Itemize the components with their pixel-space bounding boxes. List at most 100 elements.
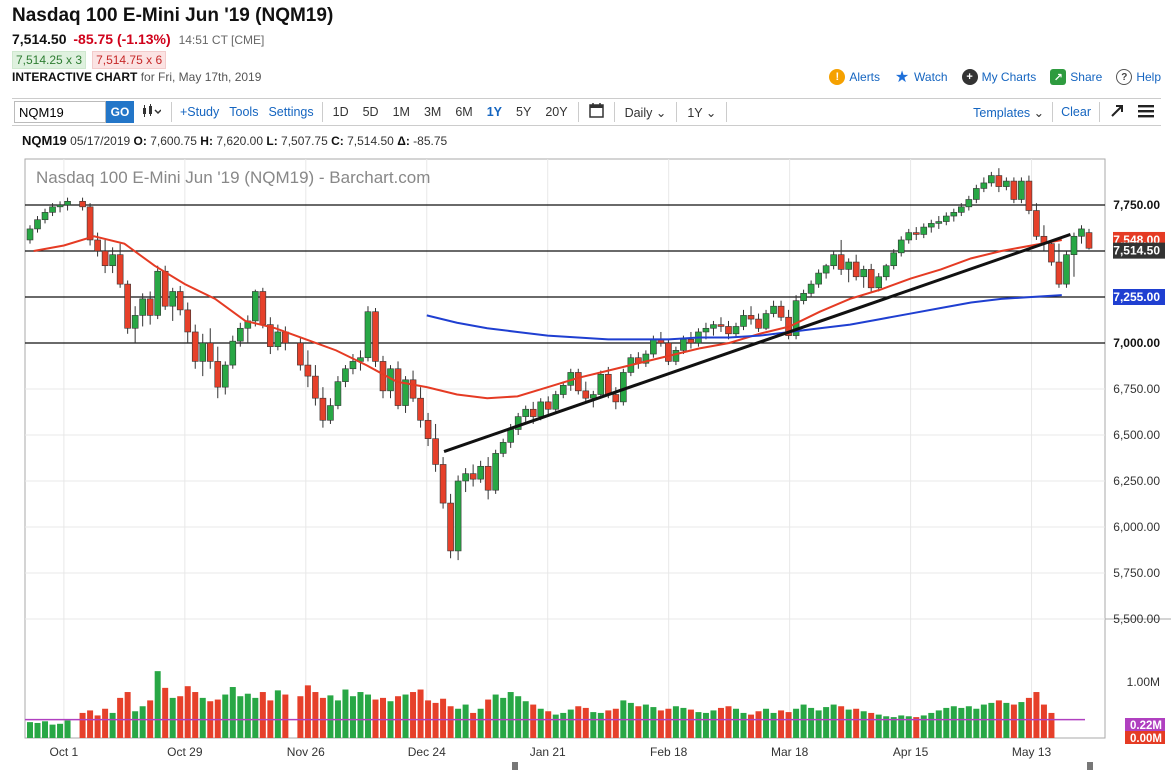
ma200-line [426, 294, 1062, 341]
watch-link[interactable]: ★ Watch [894, 69, 948, 86]
candle [499, 442, 507, 454]
volume-bar [162, 687, 169, 738]
volume-bar [635, 706, 642, 738]
volume-bar [687, 709, 694, 738]
hamburger-icon [1138, 104, 1154, 117]
ohlc-symbol: NQM19 [22, 133, 67, 148]
x-tick-label: Oct 29 [167, 745, 203, 759]
candle [424, 419, 432, 439]
volume-bar [79, 712, 86, 738]
volume-bar [372, 699, 379, 738]
candle [417, 397, 424, 421]
volume-bar [440, 698, 447, 738]
candle [920, 226, 928, 235]
templates-label: Templates [973, 105, 1031, 120]
ohlc-c-label: C: [331, 134, 344, 148]
share-link[interactable]: ↗ Share [1050, 69, 1102, 85]
period-select[interactable]: 1Y ⌄ [680, 105, 723, 120]
volume-bar [184, 686, 191, 738]
bid-quote: 7,514.25 x 3 [12, 51, 87, 69]
y-tick-label: 5,750.00 [1113, 566, 1160, 580]
y-tick-label: 7,000.00 [1113, 336, 1160, 350]
candle [34, 219, 41, 230]
range-6m[interactable]: 6M [455, 105, 473, 119]
candle [206, 342, 214, 362]
volume-bar [552, 714, 559, 738]
candle [64, 201, 71, 206]
chart-toolbar: GO +Study Tools Settings 1D 5D 1M 3M 6M … [12, 98, 1161, 126]
candle [942, 215, 950, 222]
y-tick-label: 7,750.00 [1113, 198, 1160, 212]
x-tick-label: Feb 18 [650, 745, 688, 759]
candle [762, 313, 770, 329]
study-button[interactable]: +Study [180, 105, 220, 119]
symbol-input[interactable] [14, 101, 106, 123]
volume-bar [515, 696, 522, 738]
candle [432, 438, 439, 465]
last-price: 7,514.50 [12, 31, 67, 47]
volume-bar [432, 702, 439, 738]
clear-button[interactable]: Clear [1061, 105, 1091, 119]
volume-bar [680, 707, 687, 738]
range-3m[interactable]: 3M [423, 105, 442, 119]
range-5y[interactable]: 5Y [516, 105, 532, 119]
candle [297, 342, 304, 366]
candle [897, 239, 905, 254]
volume-bar [657, 710, 664, 738]
volume-bar [973, 708, 980, 738]
candle [642, 353, 650, 364]
candle [710, 324, 717, 329]
candle [477, 465, 484, 480]
range-5d[interactable]: 5D [362, 105, 379, 119]
volume-bar [282, 694, 289, 738]
candle [124, 283, 131, 329]
candle [973, 188, 980, 200]
volume-bar [958, 707, 965, 738]
help-link[interactable]: ? Help [1116, 69, 1161, 85]
menu-button[interactable] [1131, 104, 1161, 121]
y-tick-label: 6,250.00 [1113, 474, 1160, 488]
candle [199, 342, 207, 362]
expand-button[interactable] [1103, 104, 1131, 121]
price-chart[interactable]: Nasdaq 100 E-Mini Jun '19 (NQM19) - Barc… [0, 150, 1171, 770]
volume-bar [530, 704, 537, 738]
volume-bar [27, 722, 33, 738]
divider [676, 102, 678, 122]
calendar-button[interactable] [582, 103, 611, 121]
price-change: -85.75 (-1.13%) [73, 31, 171, 47]
tools-button[interactable]: Tools [229, 105, 259, 119]
go-button[interactable]: GO [106, 101, 134, 123]
range-20y[interactable]: 20Y [545, 105, 568, 119]
volume-bar [357, 692, 364, 738]
range-1m[interactable]: 1M [392, 105, 410, 119]
candle [867, 269, 875, 289]
volume-bar [49, 724, 56, 738]
volume-bar [883, 716, 890, 738]
volume-bar [748, 714, 755, 738]
x-tick-label: Apr 15 [893, 745, 929, 759]
candle [927, 223, 935, 228]
volume-bar [537, 708, 544, 738]
candle [139, 298, 146, 316]
templates-button[interactable]: Templates ⌄ [968, 105, 1049, 120]
candle [574, 372, 582, 392]
volume-bar [567, 709, 574, 738]
volume-bar [139, 706, 146, 738]
alerts-link[interactable]: ! Alerts [829, 69, 880, 85]
settings-button[interactable]: Settings [268, 105, 314, 119]
volume-bar [1010, 704, 1017, 738]
chart-type-button[interactable] [134, 103, 168, 121]
alert-icon: ! [829, 69, 846, 85]
interactive-label: INTERACTIVE CHART [12, 70, 138, 84]
candle [1003, 180, 1010, 187]
range-1d[interactable]: 1D [332, 105, 349, 119]
page-title: Nasdaq 100 E-Mini Jun '19 (NQM19) [12, 5, 334, 26]
interval-select[interactable]: Daily ⌄ [618, 105, 674, 120]
quote-time: 14:51 CT [CME] [178, 33, 265, 47]
volume-bar [410, 692, 417, 738]
my-charts-link[interactable]: + My Charts [961, 69, 1036, 85]
scroll-handle [512, 762, 518, 770]
candle [109, 254, 116, 267]
volume-bar [192, 692, 199, 738]
range-1y[interactable]: 1Y [486, 105, 503, 119]
